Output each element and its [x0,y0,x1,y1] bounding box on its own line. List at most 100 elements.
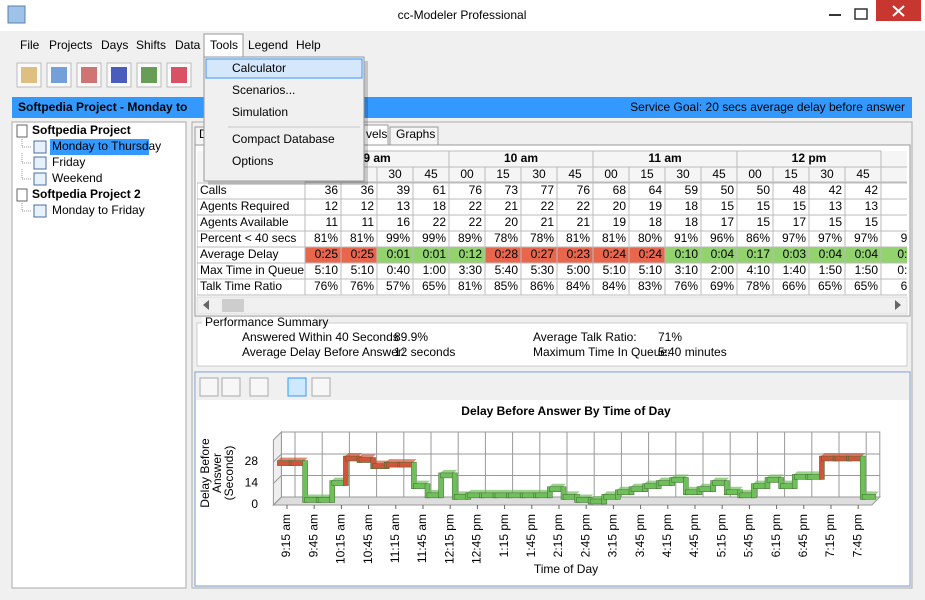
cell-value: 1:00 [423,263,447,277]
grid-line [273,496,880,506]
y-tick-label: 0 [251,497,258,511]
cell-value: 18 [433,199,447,213]
cell-value: 80% [638,231,662,245]
chart: 0 14 28 9:15 am 9:45 am 10:15 am 10:45 am 11:15… [198,430,882,576]
row-label: Agents Available [200,215,289,229]
menu-item[interactable]: File [20,38,40,52]
step-top [794,471,811,475]
toolbar-icon [111,67,127,83]
step-top [726,486,743,490]
menu-item[interactable]: Tools [210,38,238,52]
row-label: Max Time in Queue [200,263,304,277]
step-top [712,477,730,481]
cell-value: 15 [757,199,771,213]
cell-value: 11 [326,215,339,229]
menu-item[interactable]: Shifts [136,38,166,52]
tab-label[interactable]: vels [366,127,387,141]
tree-root[interactable]: Softpedia Project [32,123,131,137]
cell-value: 59 [685,183,699,197]
cell-value: 17 [793,215,807,229]
x-tick-label: 4:45 pm [687,514,701,557]
step-top [440,469,458,473]
step-top [413,480,430,484]
cell-value: 0:10 [675,247,699,261]
subheader-label: 00 [460,167,474,181]
cell-value: 18 [649,215,663,229]
scroll-left[interactable] [203,300,209,310]
cell-value: 81% [602,231,626,245]
cell-value: 5:00 [567,263,591,277]
tree-item[interactable]: Weekend [52,171,102,185]
cell-value: 21 [577,215,591,229]
subheader-label: 30 [676,167,690,181]
cell-value: 76% [350,279,374,293]
chart-tool[interactable] [287,377,307,397]
menu-item[interactable]: Days [101,38,128,52]
cell-value: 0:24 [603,247,627,261]
cell-value: 81% [458,279,482,293]
cell-value: 16 [397,215,411,229]
cell-value: 66% [782,279,806,293]
scroll-right[interactable] [895,300,901,310]
cell-value: 0:0 [897,247,914,261]
menu-option[interactable]: Options [232,154,273,168]
menu-item[interactable]: Help [296,38,321,52]
cell-value: 68 [613,183,627,197]
tree-item[interactable]: Monday to Friday [52,203,145,217]
menu-item[interactable]: Legend [248,38,288,52]
cell-value: 22 [433,215,447,229]
cell-value: 97% [854,231,878,245]
subheader-label: 45 [424,167,438,181]
step-segment [861,494,877,500]
cell-value: 13 [865,199,879,213]
cell-value: 76 [469,183,483,197]
chart-tool[interactable] [221,377,241,397]
menu-item[interactable]: Data [175,38,201,52]
menu-option[interactable]: Scenarios... [232,83,295,97]
cell-value: 5:10 [315,263,339,277]
menu-option[interactable]: Calculator [232,61,286,75]
toolbar-icon [81,67,97,83]
toolbar-icon [171,67,187,83]
tab-label[interactable]: Graphs [396,127,435,141]
menu-item[interactable]: Projects [49,38,92,52]
cell-value: 48 [793,183,807,197]
chart-tool[interactable] [311,377,331,397]
cell-value: 15 [829,215,843,229]
step-top [291,457,308,461]
cell-value: 18 [685,215,699,229]
cell-value: 99% [422,231,446,245]
y-axis-label: (Seconds) [222,446,236,501]
cell-value: 65 [901,279,915,293]
tree-icon [33,172,47,186]
subheader-label: 30 [388,167,402,181]
row-label: Calls [200,183,227,197]
maximize-button[interactable] [854,8,868,20]
cell-value: 5:10 [639,263,663,277]
tree-root[interactable]: Softpedia Project 2 [32,187,141,201]
cell-value: 5:30 [531,263,555,277]
toolbar-icon [141,67,157,83]
step-top [549,483,566,487]
cell-value: 84% [602,279,626,293]
cell-value: 0:25 [351,247,375,261]
chart-tool[interactable] [249,377,269,397]
subheader-cell [880,166,907,183]
cell-value: 21 [505,199,519,213]
menu-option[interactable]: Simulation [232,105,288,119]
h-scrollbar[interactable] [196,296,908,315]
x-tick-label: 2:45 pm [578,514,592,557]
step-top [467,489,485,493]
tree-item[interactable]: Friday [52,155,85,169]
cell-value: 20 [505,215,519,229]
tree-item[interactable]: Monday to Thursday [52,139,161,153]
cell-value: 1:50 [819,263,843,277]
tree-line [21,169,32,180]
subheader-label: 15 [640,167,654,181]
cell-value: 99% [386,231,410,245]
x-tick-label: 5:45 pm [742,514,756,557]
menu-option[interactable]: Compact Database [232,132,335,146]
scroll-thumb[interactable] [222,299,244,312]
chart-tool[interactable] [199,377,219,397]
step-top [563,491,580,495]
